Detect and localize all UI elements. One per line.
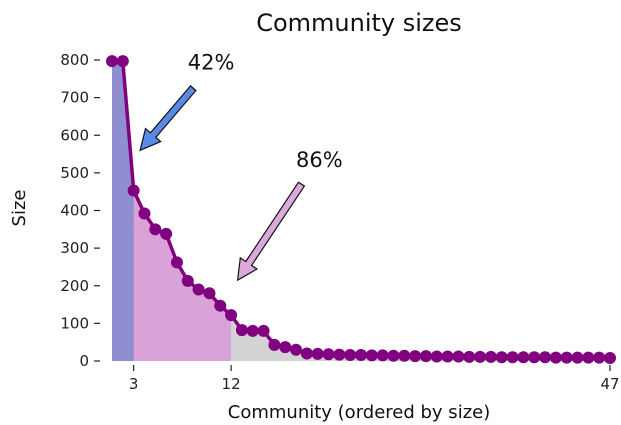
data-point (170, 256, 183, 269)
data-point (138, 207, 151, 220)
data-point (116, 55, 129, 68)
data-point (203, 287, 216, 300)
data-point (365, 349, 378, 362)
data-point (419, 350, 432, 363)
annotation-label-1: 42% (188, 50, 235, 74)
data-point (495, 351, 508, 364)
data-point (387, 349, 400, 362)
data-point (268, 338, 281, 351)
annotation-arrow-1 (139, 85, 197, 152)
data-point (311, 347, 324, 360)
y-tick-label: 800 (60, 51, 89, 69)
y-tick-label: 700 (60, 89, 89, 107)
data-point (452, 350, 465, 363)
data-point (214, 299, 227, 312)
x-tick-label: 47 (600, 375, 619, 393)
data-point (127, 184, 140, 197)
data-point (355, 348, 367, 361)
data-point (560, 351, 573, 364)
data-point (539, 351, 552, 364)
y-axis: 0 100 200 300 400 500 600 700 800 (60, 51, 100, 370)
data-point (506, 351, 519, 364)
data-point (430, 350, 443, 363)
y-tick-label: 100 (60, 314, 89, 332)
data-point (604, 351, 616, 364)
y-axis-label: Size (9, 190, 30, 227)
data-point (474, 350, 487, 363)
data-point (290, 343, 303, 356)
y-tick-label: 200 (60, 277, 89, 295)
data-point (398, 349, 411, 362)
annotation-arrow-2 (236, 181, 306, 282)
data-point (149, 223, 162, 236)
data-point (549, 351, 562, 364)
data-point (517, 351, 530, 364)
x-axis-label: Community (ordered by size) (228, 402, 490, 423)
data-point (192, 283, 205, 296)
annotation-label-2: 86% (296, 148, 343, 172)
data-point (441, 350, 454, 363)
shaded-regions (112, 61, 611, 361)
data-point (333, 348, 346, 361)
data-point (279, 341, 292, 354)
x-tick-label: 12 (222, 375, 241, 393)
data-point (409, 350, 422, 363)
y-tick-label: 300 (60, 239, 89, 257)
data-point (463, 350, 476, 363)
y-tick-label: 600 (60, 126, 89, 144)
data-point (181, 274, 194, 287)
data-point (571, 351, 584, 364)
data-point (376, 349, 389, 362)
data-point (582, 351, 595, 364)
data-point (528, 351, 541, 364)
data-point (235, 324, 248, 337)
y-tick-label: 400 (60, 202, 89, 220)
data-point (322, 348, 335, 361)
data-point (257, 324, 270, 337)
shaded-region-3 (231, 315, 610, 361)
data-point (593, 351, 606, 364)
y-tick-label: 0 (79, 352, 89, 370)
y-tick-label: 500 (60, 164, 89, 182)
data-point (225, 309, 238, 322)
data-point (344, 348, 357, 361)
data-point (106, 55, 118, 68)
x-tick-label: 3 (129, 375, 139, 393)
data-point (300, 347, 313, 360)
shaded-region-1 (112, 61, 134, 361)
annotations: 42% 86% (139, 50, 343, 282)
x-axis: 3 12 47 (129, 365, 620, 393)
data-points (106, 55, 616, 364)
data-point (484, 350, 497, 363)
chart-title: Community sizes (256, 9, 462, 37)
data-point (246, 324, 259, 337)
data-point (160, 227, 173, 240)
